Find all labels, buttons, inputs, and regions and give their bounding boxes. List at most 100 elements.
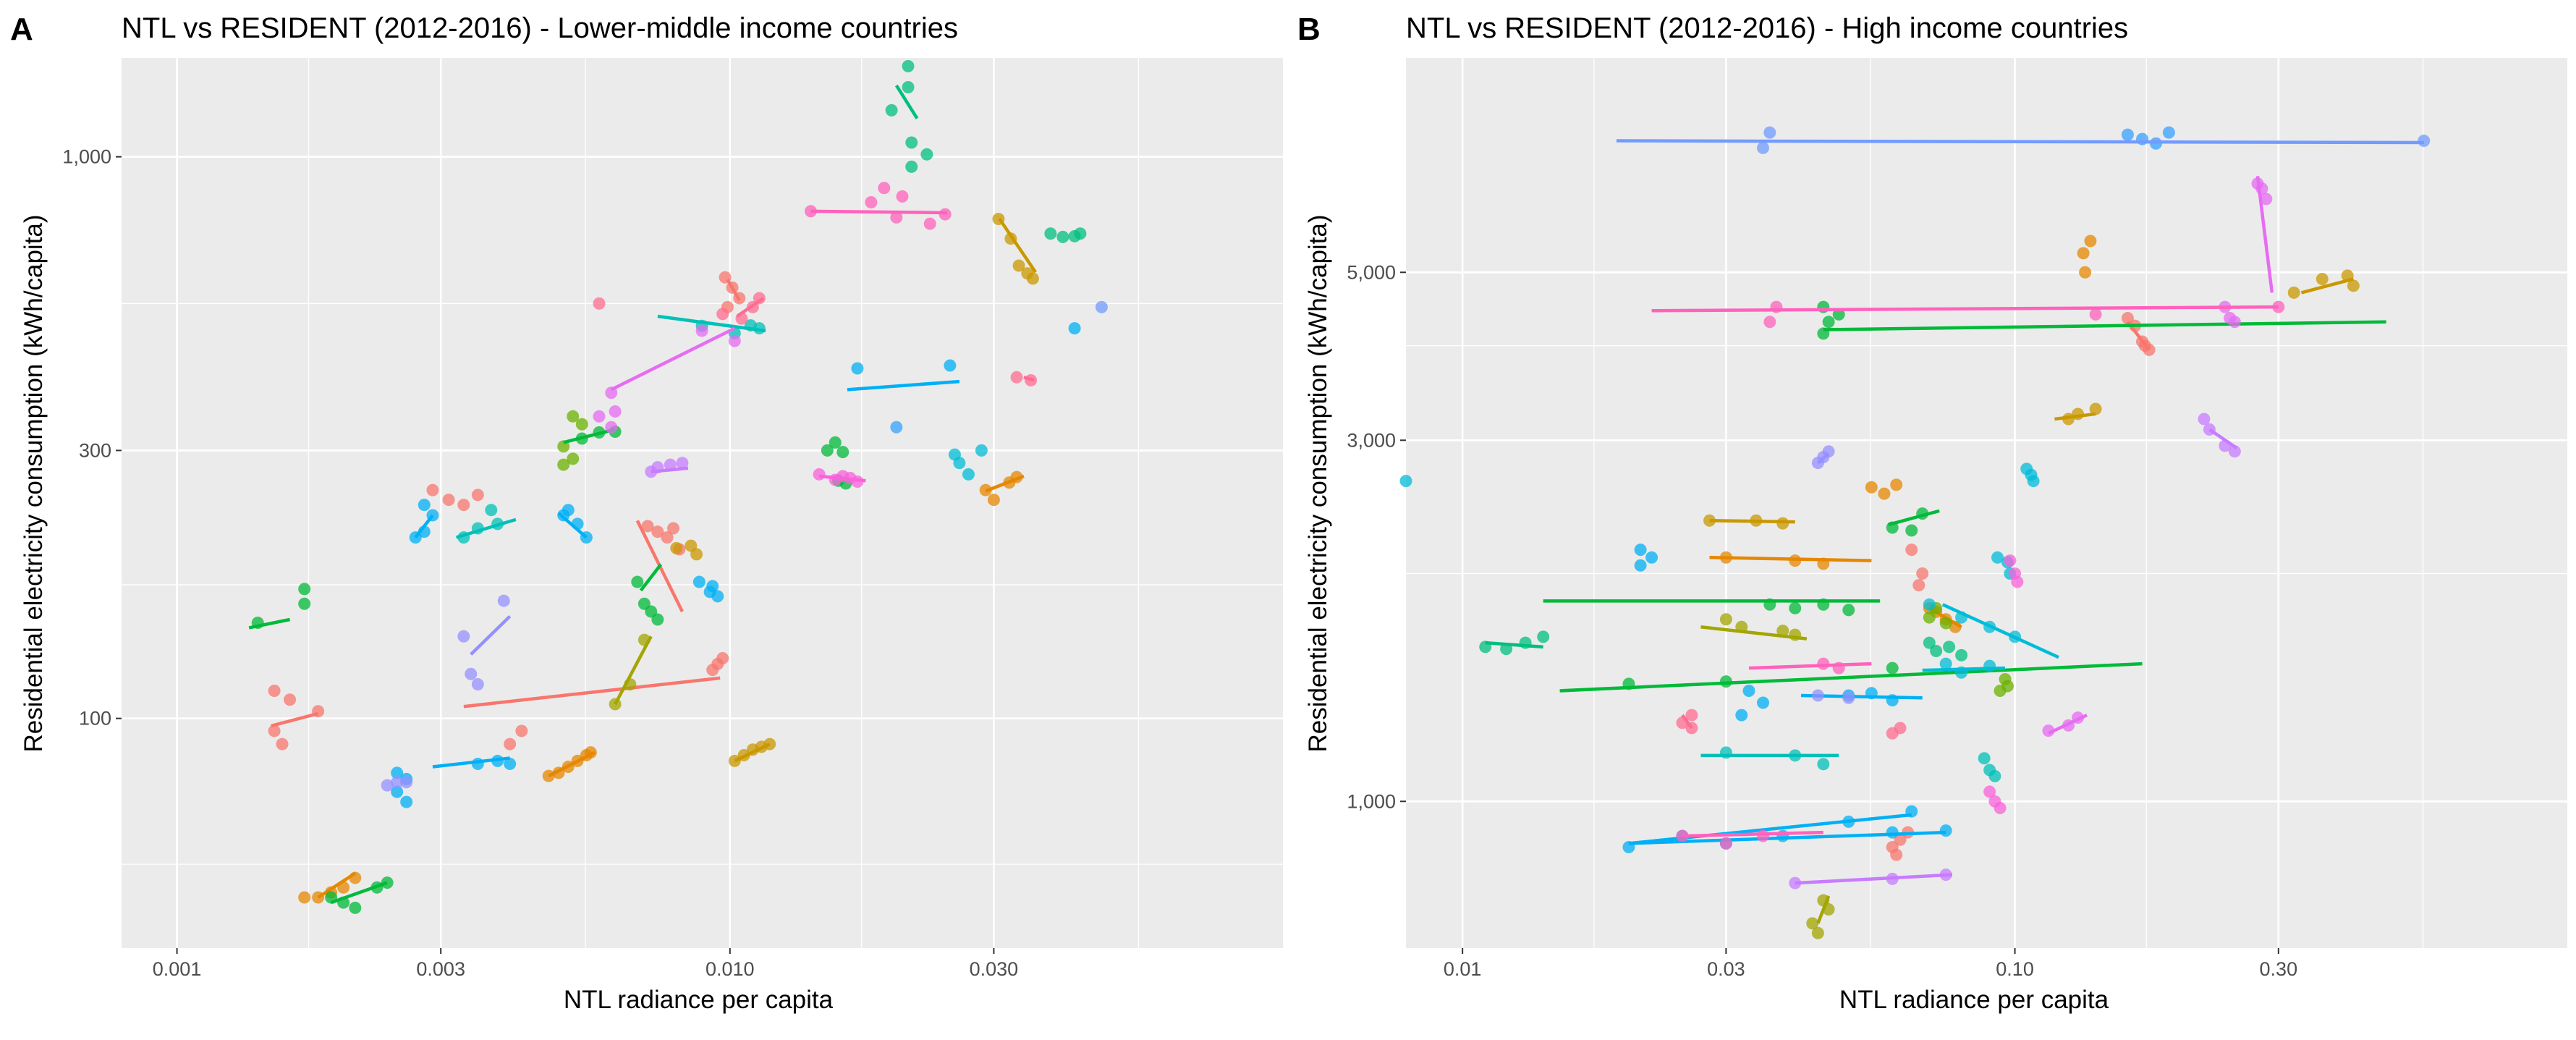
data-point	[1044, 227, 1057, 240]
fit-line	[651, 466, 689, 473]
data-point	[1991, 551, 2004, 564]
series-c42	[1095, 300, 1108, 313]
series-h01	[1886, 826, 1915, 861]
panel-label-a: A	[10, 12, 33, 47]
data-point	[1890, 848, 1903, 861]
series-h48	[2004, 554, 2024, 588]
data-point	[1943, 641, 1956, 654]
x-tick-label: 0.010	[706, 958, 755, 980]
x-tick-label: 0.01	[1444, 958, 1482, 980]
data-point	[1074, 227, 1087, 240]
data-point	[1916, 567, 1929, 580]
data-point	[1399, 475, 1412, 488]
data-point	[716, 651, 729, 664]
data-point	[284, 693, 297, 706]
data-point	[1757, 829, 1770, 842]
data-point	[836, 446, 850, 459]
data-point	[661, 531, 674, 544]
data-point	[471, 678, 484, 691]
data-point	[2418, 135, 2431, 148]
data-point	[2089, 402, 2102, 415]
series-h12	[1700, 613, 1808, 641]
series-h08	[1703, 514, 1795, 530]
series-c38	[804, 195, 952, 230]
fit-line	[1748, 661, 1872, 670]
fit-line	[894, 84, 919, 119]
data-point	[1685, 709, 1698, 722]
data-point	[1878, 487, 1891, 500]
data-point	[1822, 316, 1835, 329]
series-c22	[455, 504, 517, 544]
data-point	[457, 630, 470, 643]
series-c24	[948, 444, 988, 481]
fit-line	[639, 563, 663, 592]
fit-line	[1616, 139, 2424, 145]
fit-line	[1682, 830, 1823, 838]
data-point	[1811, 689, 1824, 702]
data-point	[2079, 266, 2092, 279]
series-h06	[1709, 551, 1872, 570]
data-point	[902, 81, 915, 94]
data-point	[575, 418, 588, 431]
data-point	[690, 548, 703, 561]
series-c27	[409, 499, 439, 544]
y-tick-label: 3,000	[1347, 429, 1396, 451]
data-point	[728, 334, 741, 347]
data-point	[2287, 286, 2300, 299]
x-tick-label: 0.03	[1707, 958, 1745, 980]
fit-line	[1681, 714, 1693, 730]
data-point	[2347, 279, 2360, 292]
data-point	[829, 473, 842, 486]
data-point	[692, 575, 706, 588]
series-h23	[1923, 598, 2059, 659]
fit-line	[317, 871, 357, 899]
series-c39	[878, 182, 909, 203]
data-point	[471, 489, 484, 502]
data-point	[2162, 126, 2175, 139]
data-point	[1905, 524, 1918, 537]
series-h13	[1923, 601, 1952, 630]
fit-line	[1795, 873, 1953, 885]
series-h20	[1479, 630, 1550, 656]
x-tick-label: 0.001	[153, 958, 202, 980]
fit-line	[1888, 509, 1940, 527]
fit-line	[1559, 661, 2143, 693]
series-h14	[1994, 673, 2014, 697]
plot-background	[1406, 58, 2567, 948]
fit-line	[557, 512, 588, 539]
data-point	[1865, 481, 1878, 494]
series-h07	[2077, 234, 2097, 279]
data-point	[896, 190, 909, 203]
data-point	[1634, 559, 1647, 572]
data-point	[953, 457, 966, 470]
fit-line	[810, 209, 947, 215]
data-point	[557, 458, 570, 471]
data-point	[268, 724, 281, 737]
data-point	[2004, 554, 2017, 567]
series-c36	[605, 324, 741, 399]
data-point	[504, 757, 517, 770]
panel-label-b: B	[1297, 12, 1321, 47]
series-h10	[2287, 269, 2360, 299]
series-c10	[728, 737, 776, 767]
data-point	[442, 494, 455, 507]
fit-line	[1628, 813, 1912, 845]
series-h44	[1676, 709, 1698, 735]
series-c41	[593, 297, 1038, 386]
data-point	[905, 136, 918, 149]
x-tick-label: 0.003	[416, 958, 465, 980]
series-c13	[609, 633, 653, 711]
data-point	[1988, 769, 2001, 782]
data-point	[944, 359, 957, 372]
y-tick-label: 1,000	[62, 146, 111, 168]
series-c37	[813, 468, 866, 488]
data-point	[381, 779, 394, 792]
data-point	[298, 583, 311, 596]
data-point	[1923, 636, 1936, 649]
series-h19	[1923, 636, 1968, 661]
y-tick-label: 1,000	[1347, 790, 1396, 812]
data-point	[2027, 475, 2040, 488]
data-point	[1832, 308, 1845, 321]
fit-line	[330, 881, 388, 905]
panel-b-xlabel: NTL radiance per capita	[1839, 986, 2109, 1014]
